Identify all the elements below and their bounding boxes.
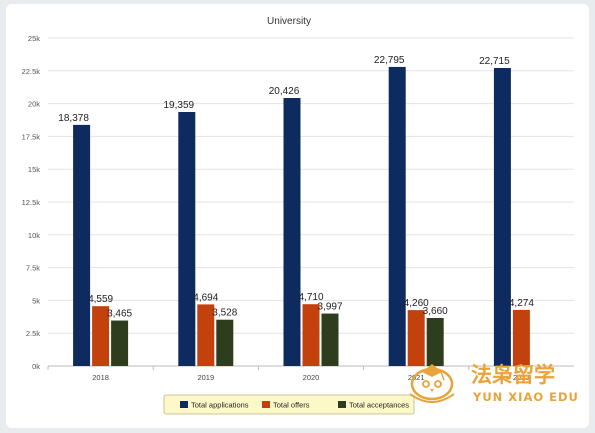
bar-total-acceptances [426, 317, 444, 366]
legend-swatch [180, 401, 188, 408]
y-tick-label: 5k [32, 296, 40, 305]
bar-total-applications [178, 112, 196, 366]
legend-label: Total offers [273, 401, 310, 410]
y-tick-label: 0k [32, 362, 40, 371]
y-tick-label: 15k [28, 165, 40, 174]
data-label: 3,660 [423, 306, 448, 317]
watermark-en-text: YUN XIAO EDU [472, 390, 579, 404]
data-labels: 18,378 19,359 20,426 22,795 22,715 4,559 4,694… [58, 55, 534, 320]
bar-total-offers [197, 304, 215, 366]
chart-title: University [267, 16, 311, 27]
legend-box [163, 394, 415, 415]
legend-label: Total acceptances [349, 401, 409, 410]
data-label: 20,426 [269, 86, 300, 97]
bar-total-acceptances [321, 313, 339, 366]
legend-swatch [262, 401, 270, 408]
data-label: 3,465 [107, 309, 132, 320]
data-label: 4,710 [298, 292, 323, 303]
x-tick-label: 2022 [513, 373, 530, 382]
y-tick-label: 2.5k [26, 329, 40, 338]
y-tick-label: 22.5k [22, 67, 41, 76]
bar-total-acceptances [216, 319, 234, 366]
x-tick-label: 2020 [303, 373, 320, 382]
bar-total-offers [512, 309, 530, 366]
data-label: 3,997 [317, 302, 342, 313]
bar-total-applications [493, 67, 511, 367]
legend-label: Total applications [191, 401, 249, 410]
y-axis: 0k 2.5k 5k 7.5k 10k 12.5k 15k 17.5k 20k 22.5k 25k [22, 34, 41, 371]
watermark: 法枭留学 YUN XIAO EDU [409, 363, 579, 404]
legend-swatch [338, 401, 346, 408]
bar-total-applications [388, 66, 406, 367]
x-tick-label: 2018 [92, 373, 109, 382]
bar-total-offers [302, 304, 320, 366]
data-label: 4,274 [509, 298, 534, 309]
data-label: 22,795 [374, 55, 405, 66]
y-tick-label: 25k [28, 34, 40, 43]
data-label: 4,559 [88, 294, 113, 305]
bars [73, 66, 530, 367]
bar-total-applications [73, 124, 91, 366]
legend: Total applications Total offers Total acce… [163, 394, 415, 415]
y-tick-label: 7.5k [26, 264, 40, 273]
x-axis: 2018 2019 2020 2021 2022 [47, 366, 530, 382]
y-tick-label: 17.5k [22, 132, 41, 141]
x-tick-label: 2021 [408, 373, 425, 382]
bar-total-acceptances [111, 320, 129, 366]
owl-logo-icon [409, 364, 455, 403]
x-tick-label: 2019 [197, 373, 214, 382]
data-label: 19,359 [164, 100, 195, 111]
data-label: 4,260 [404, 298, 429, 309]
data-label: 18,378 [58, 113, 89, 124]
data-label: 3,528 [212, 308, 237, 319]
y-tick-label: 12.5k [22, 198, 41, 207]
data-label: 22,715 [479, 56, 510, 67]
data-label: 4,694 [193, 292, 218, 303]
bar-total-applications [283, 98, 301, 367]
y-tick-label: 20k [28, 100, 40, 109]
bar-total-offers [407, 310, 425, 366]
y-tick-label: 10k [28, 231, 40, 240]
watermark-cn-text: 法枭留学 [471, 363, 555, 387]
bar-total-offers [92, 306, 110, 366]
